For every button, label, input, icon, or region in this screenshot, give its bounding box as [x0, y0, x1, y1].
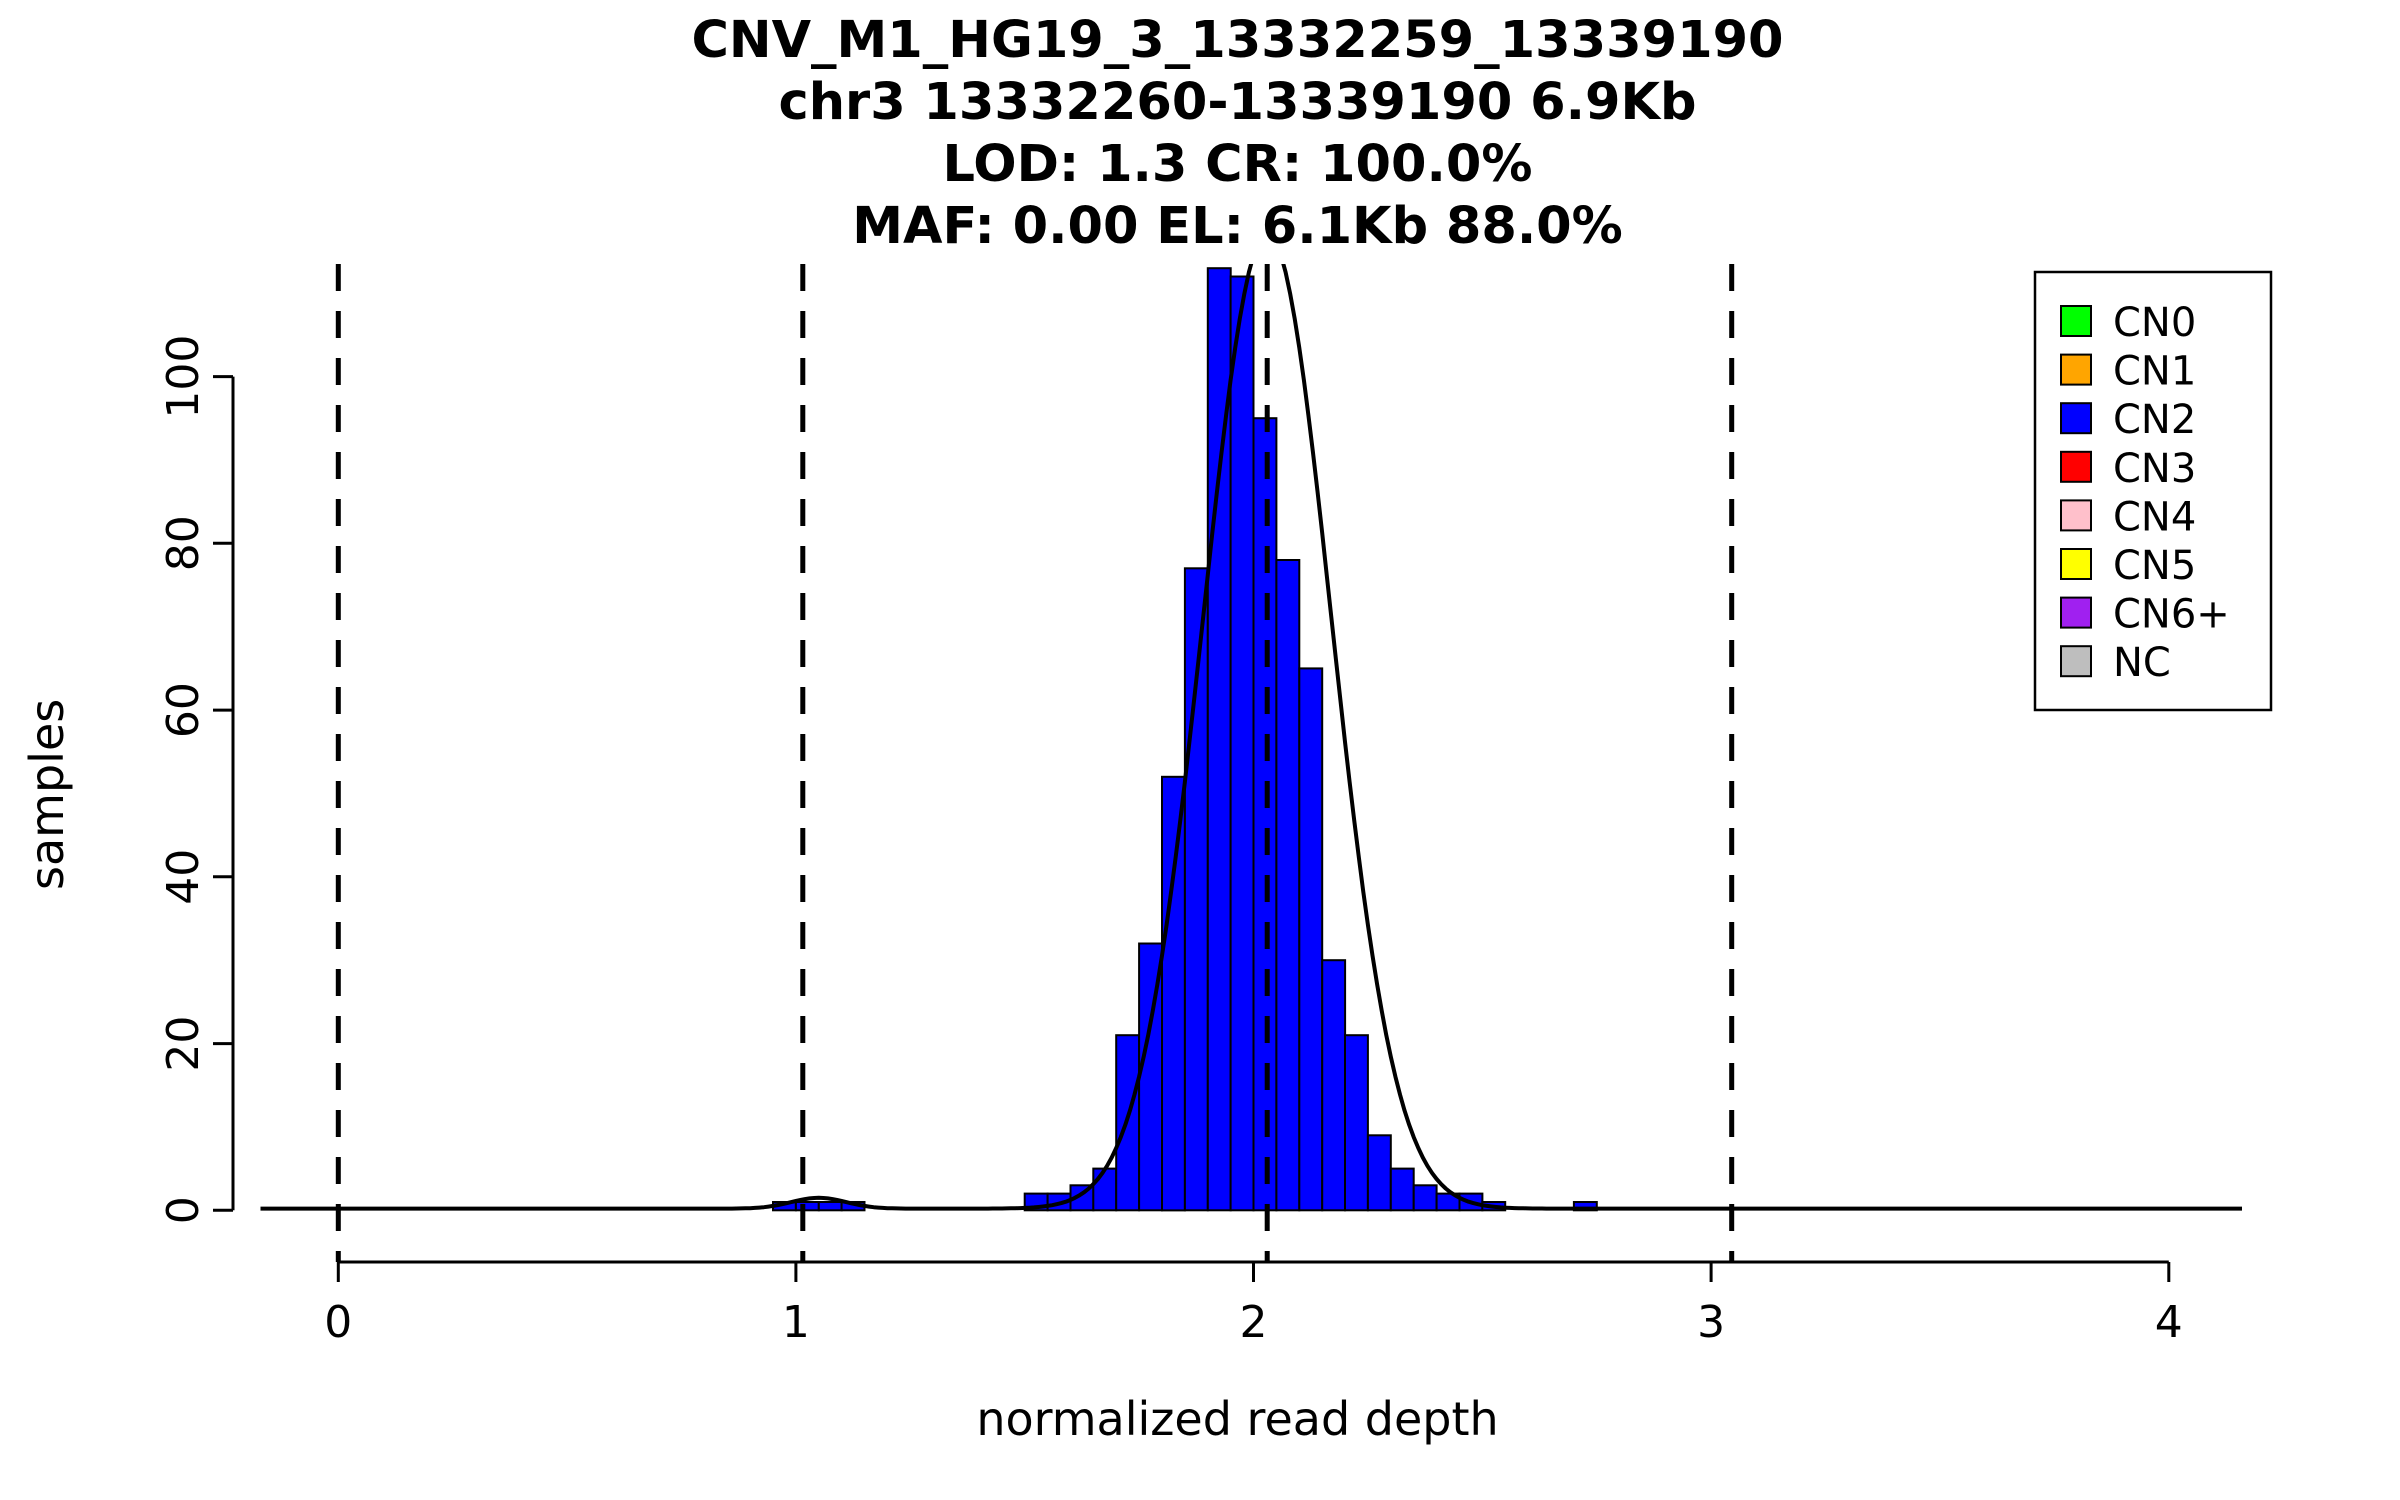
legend-label: CN6+ [2113, 592, 2230, 638]
histogram-bar [1389, 1167, 1415, 1212]
histogram-bar [1298, 667, 1324, 1212]
y-tick-label: 40 [158, 849, 209, 905]
chart-title-line-2: chr3 13332260-13339190 6.9Kb [778, 73, 1697, 132]
legend-label: CN3 [2113, 446, 2196, 492]
y-tick-label: 80 [158, 515, 209, 571]
histogram-bar [1412, 1184, 1438, 1212]
x-tick-label: 4 [2155, 1297, 2183, 1348]
legend-swatch-cn6plus-icon [2060, 596, 2092, 629]
histogram-bar [1321, 959, 1347, 1212]
legend-label: CN0 [2113, 300, 2196, 346]
y-tick-label: 100 [158, 335, 209, 419]
histogram-bar [1344, 1034, 1369, 1212]
x-tick-label: 0 [324, 1297, 352, 1348]
chart-title-line-4: MAF: 0.00 EL: 6.1Kb 88.0% [852, 197, 1623, 256]
histogram-bar [1092, 1167, 1118, 1212]
x-tick-label: 1 [782, 1297, 810, 1348]
y-tick-label: 0 [158, 1196, 209, 1224]
cn-dashed-guides [335, 264, 1735, 1262]
y-tick-label: 20 [158, 1016, 209, 1072]
histogram-bars [772, 267, 1598, 1212]
legend-swatch-cn4-icon [2060, 499, 2092, 532]
x-tick-label: 2 [1240, 1297, 1268, 1348]
chart-title-line-1: CNV_M1_HG19_3_13332259_13339190 [691, 11, 1784, 70]
chart-title-line-3: LOD: 1.3 CR: 100.0% [942, 135, 1533, 194]
legend-label: CN2 [2113, 397, 2196, 443]
histogram-bar [1366, 1134, 1392, 1212]
legend-label: CN1 [2113, 349, 2196, 395]
axes [213, 375, 2171, 1282]
histogram-bar [794, 1201, 820, 1212]
legend-box [2033, 270, 2273, 712]
histogram-bar [1229, 275, 1255, 1212]
histogram-bar [1252, 417, 1278, 1212]
legend-swatch-cn0-icon [2060, 305, 2092, 337]
density-curve [260, 264, 2242, 1211]
histogram-bar [817, 1201, 843, 1212]
x-axis-label: normalized read depth [976, 1392, 1499, 1446]
legend-swatch-cn1-icon [2060, 353, 2092, 386]
legend-swatch-nc-icon [2060, 645, 2092, 678]
y-tick-label: 60 [158, 682, 209, 738]
legend-swatch-cn5-icon [2060, 548, 2092, 580]
legend-label: CN5 [2113, 543, 2196, 589]
histogram-bar [1275, 559, 1301, 1212]
legend-label: CN4 [2113, 494, 2196, 540]
x-tick-label: 3 [1697, 1297, 1725, 1348]
legend-swatch-cn3-icon [2060, 450, 2092, 483]
legend-swatch-cn2-icon [2060, 402, 2092, 435]
chart-title: CNV_M1_HG19_3_13332259_13339190 chr3 133… [233, 10, 2242, 258]
legend-label: NC [2113, 640, 2171, 686]
histogram-bar [1161, 775, 1186, 1212]
